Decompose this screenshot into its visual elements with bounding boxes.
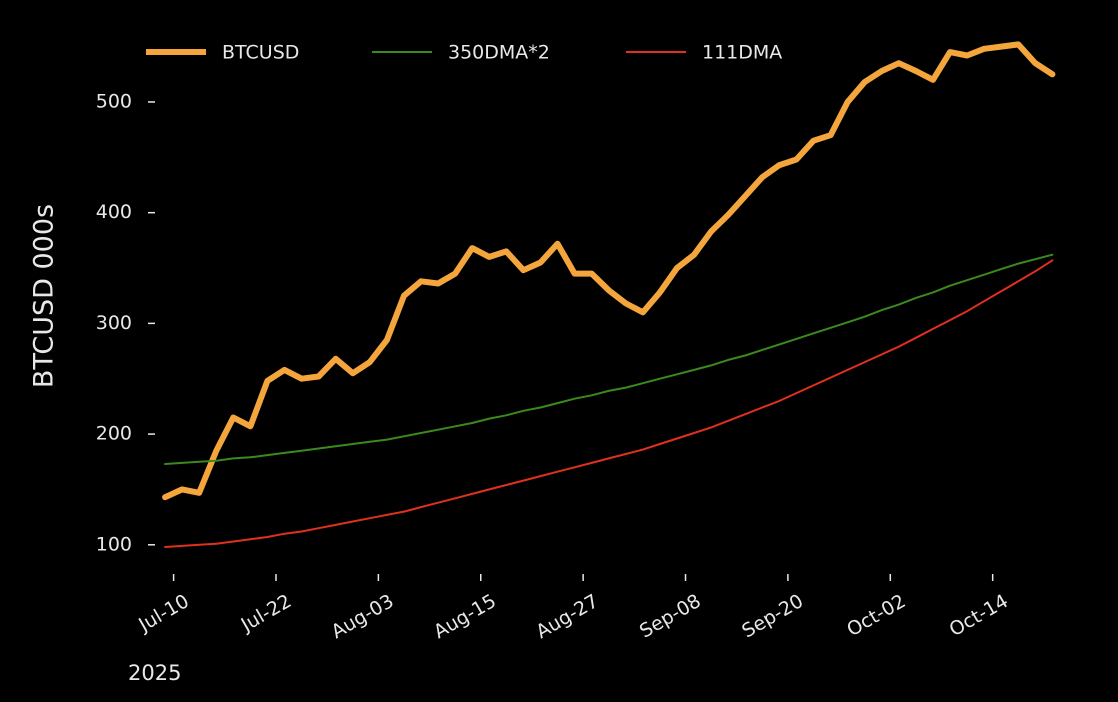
- y-tick-label: 500: [96, 90, 132, 112]
- y-tick-label: 300: [96, 312, 132, 334]
- legend-label: BTCUSD: [222, 42, 299, 64]
- y-axis-label: BTCUSD 000s: [29, 204, 60, 388]
- legend-label: 111DMA: [702, 42, 782, 64]
- y-tick-label: 100: [96, 533, 132, 555]
- series-line: [164, 253, 1054, 465]
- x-year-label: 2025: [128, 661, 181, 685]
- y-tick-label: 400: [96, 201, 132, 223]
- series-line: [162, 41, 1056, 501]
- y-tick-label: 200: [96, 423, 132, 445]
- legend-label: 350DMA*2: [448, 42, 550, 64]
- series-line: [164, 259, 1054, 548]
